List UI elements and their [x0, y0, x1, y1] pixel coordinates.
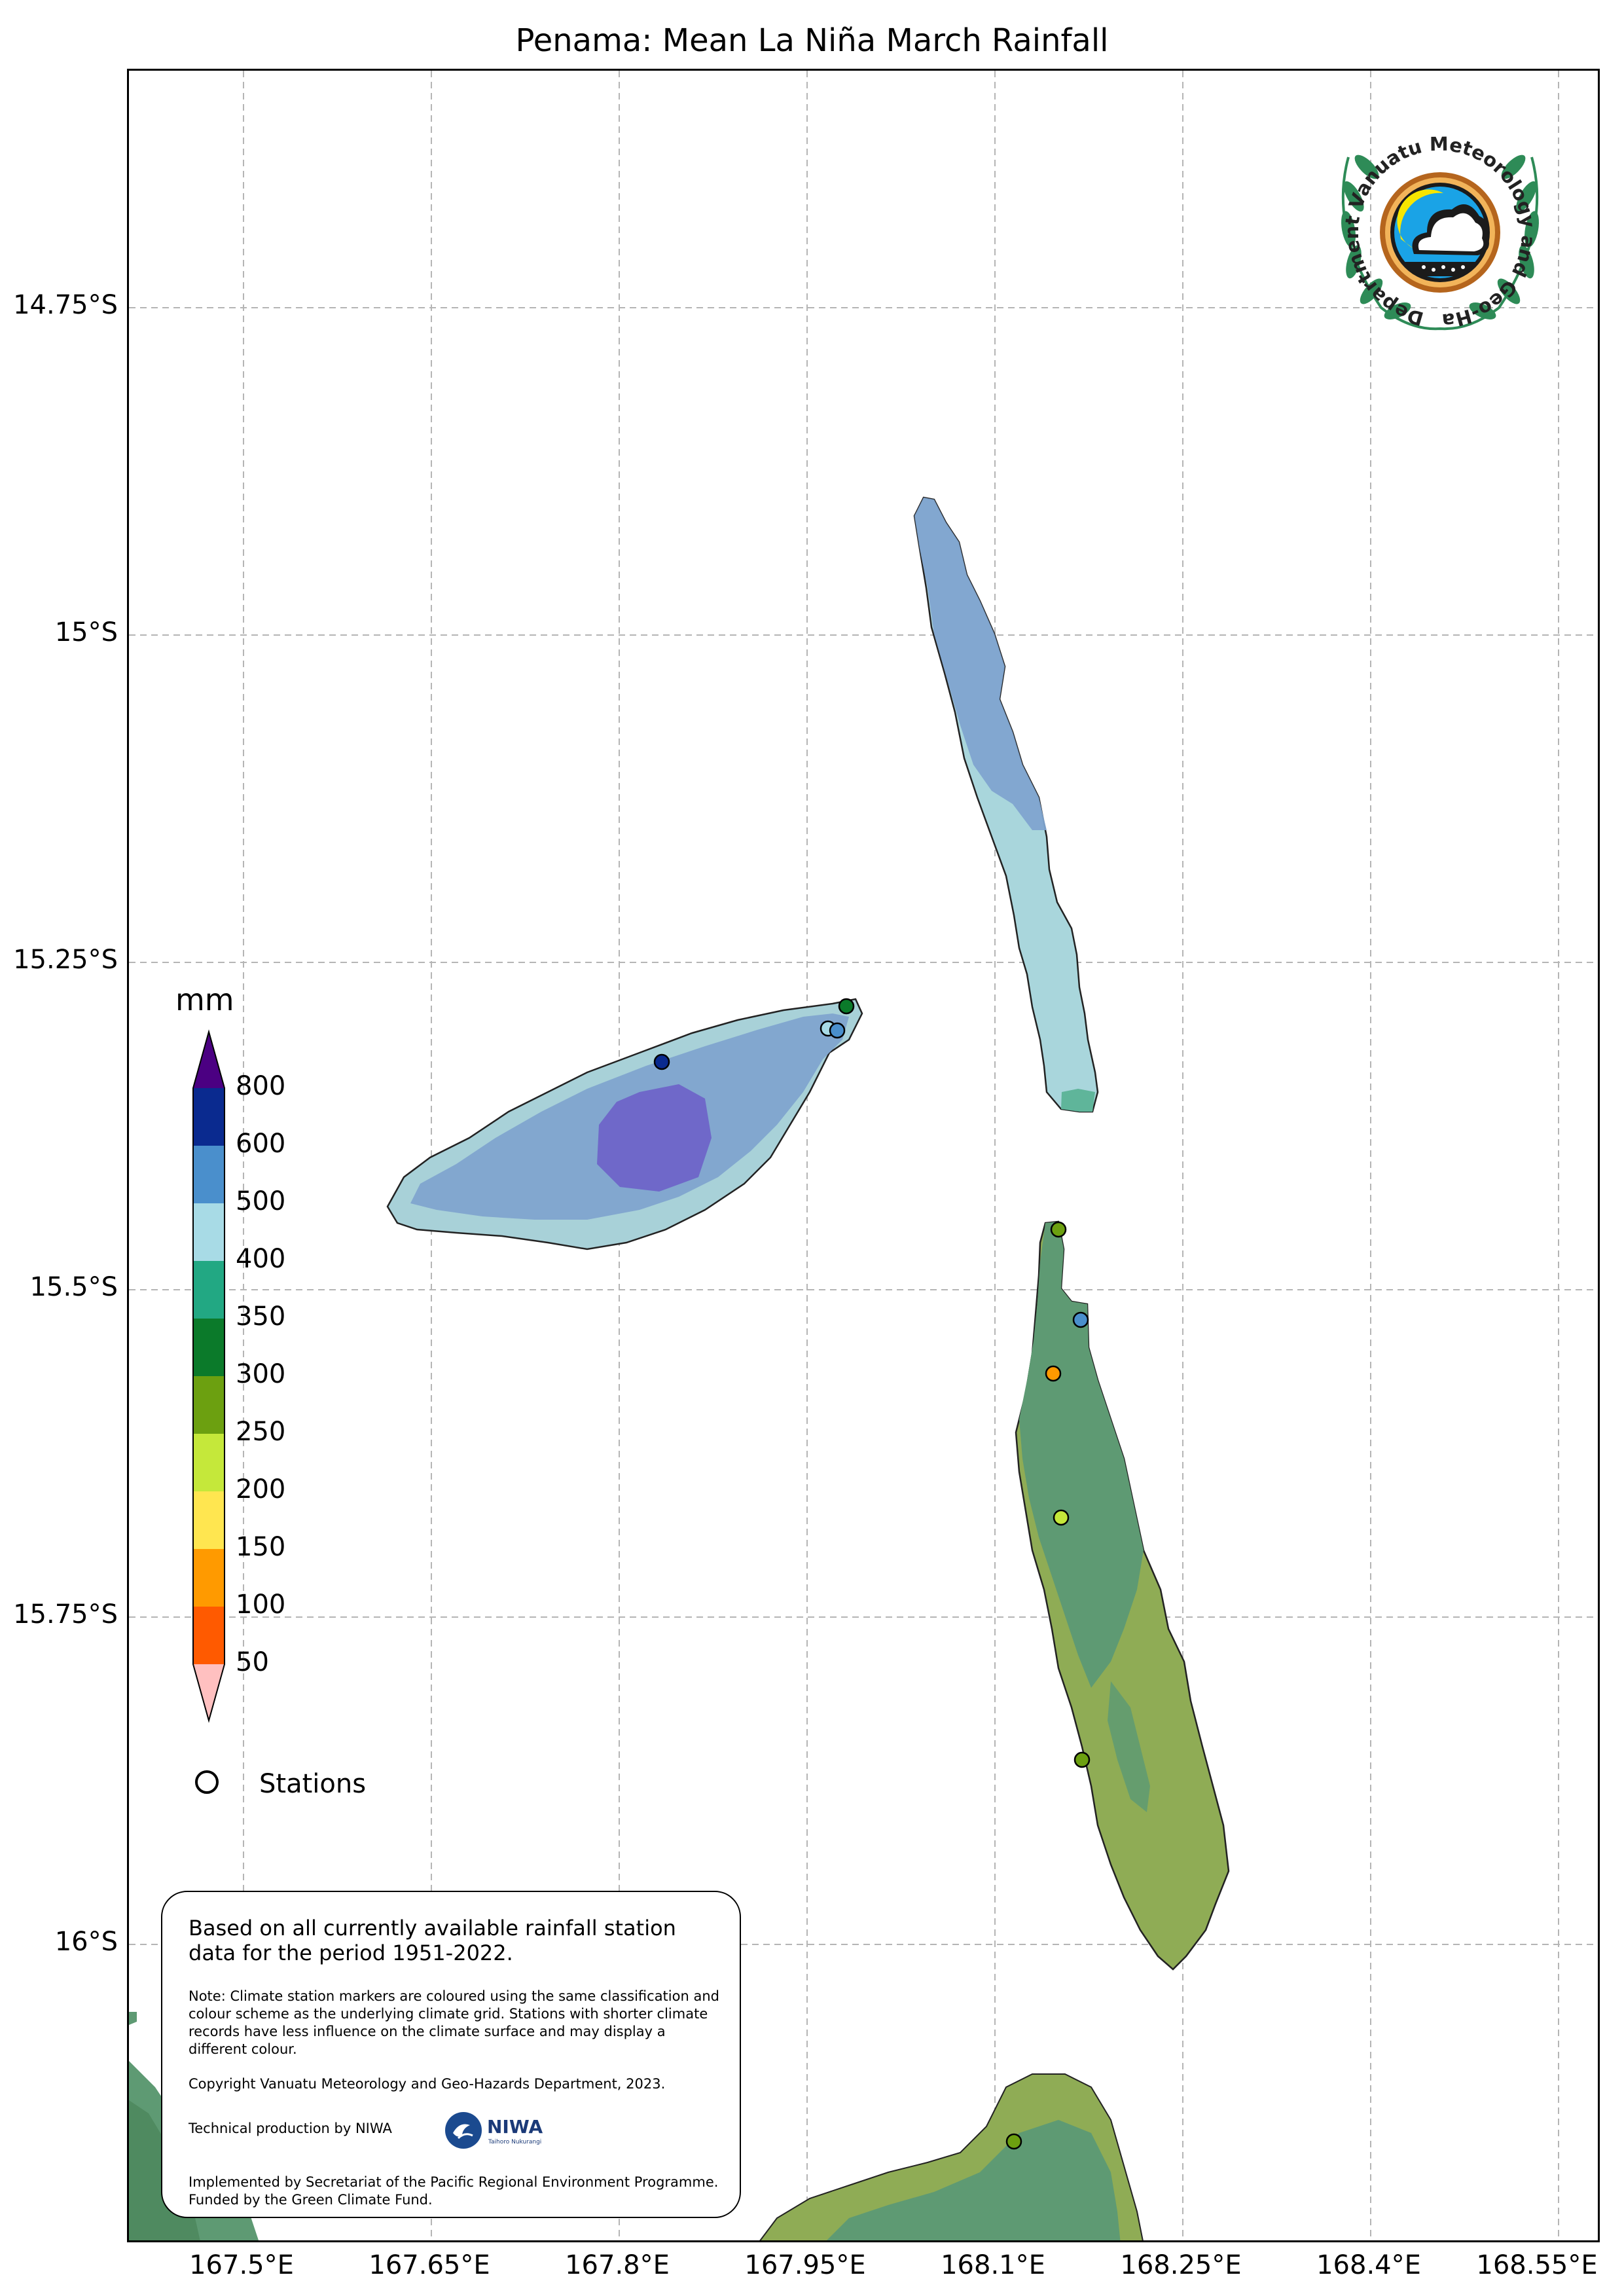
station-marker: [653, 1053, 670, 1070]
notes-implemented: Implemented by Secretariat of the Pacifi…: [189, 2174, 719, 2208]
vmgd-logo: Department Vanuatu Meteorology and Geo-H…: [1296, 81, 1578, 354]
notes-copyright: Copyright Vanuatu Meteorology and Geo-Ha…: [189, 2076, 666, 2092]
notes-main: Based on all currently available rainfal…: [189, 1916, 676, 1965]
niwa-logo-subtext: Taihoro Nukurangi: [488, 2139, 541, 2145]
lat-tick-label: 14.75°S: [13, 290, 118, 320]
station-marker: [838, 998, 855, 1015]
map-title: Penama: Mean La Niña March Rainfall: [515, 22, 1109, 59]
lat-tick-label: 16°S: [54, 1927, 118, 1957]
lon-tick-label: 168.1°E: [941, 2250, 1045, 2280]
lon-tick-label: 167.65°E: [369, 2250, 490, 2280]
station-marker: [1074, 1751, 1091, 1768]
lat-tick-label: 15.5°S: [29, 1272, 118, 1302]
legend-value: 100: [236, 1590, 286, 1620]
legend-unit: mm: [175, 982, 234, 1017]
legend-value: 150: [236, 1532, 286, 1562]
station-marker: [1050, 1221, 1067, 1238]
lat-tick-label: 15.75°S: [13, 1599, 118, 1630]
station-marker: [1053, 1509, 1070, 1526]
station-marker: [829, 1022, 846, 1039]
lon-tick-label: 167.95°E: [744, 2250, 866, 2280]
star-icon: [1422, 265, 1465, 272]
niwa-logo: NIWA Taihoro Nukurangi: [444, 2109, 568, 2151]
lon-tick-label: 168.55°E: [1476, 2250, 1598, 2280]
legend-value: 350: [236, 1302, 286, 1332]
station-marker: [1005, 2133, 1022, 2150]
stations-legend-label: Stations: [259, 1769, 367, 1799]
legend-value: 800: [236, 1071, 286, 1101]
lon-tick-label: 168.4°E: [1316, 2250, 1421, 2280]
ambae-island: [386, 998, 863, 1250]
station-marker: [1072, 1311, 1089, 1328]
lon-tick-label: 167.8°E: [565, 2250, 670, 2280]
lon-tick-label: 168.25°E: [1120, 2250, 1242, 2280]
station-marker: [1045, 1365, 1062, 1382]
legend-value: 200: [236, 1474, 286, 1504]
notes-note: Note: Climate station markers are colour…: [189, 1988, 719, 2057]
legend-value: 500: [236, 1186, 286, 1216]
legend-value: 600: [236, 1129, 286, 1159]
map-area: [127, 69, 1600, 2242]
niwa-logo-text: NIWA: [487, 2116, 543, 2138]
lat-tick-label: 15.25°S: [13, 945, 118, 975]
notes-production: Technical production by NIWA: [189, 2121, 392, 2136]
legend-value: 400: [236, 1244, 286, 1274]
station-markers: [653, 998, 1091, 2150]
stations-legend-marker: [195, 1770, 219, 1794]
notes-box: Based on all currently available rainfal…: [161, 1891, 741, 2218]
gridlines: [129, 71, 1598, 2240]
legend-value: 50: [236, 1647, 269, 1677]
pentecost-island: [1015, 1220, 1230, 1971]
colorbar: [192, 1029, 225, 1723]
lat-tick-label: 15°S: [54, 617, 118, 647]
maewo-island: [913, 496, 1099, 1113]
legend-value: 250: [236, 1417, 286, 1447]
lon-tick-label: 167.5°E: [189, 2250, 294, 2280]
map-canvas: [129, 71, 1598, 2240]
legend-value: 300: [236, 1359, 286, 1389]
